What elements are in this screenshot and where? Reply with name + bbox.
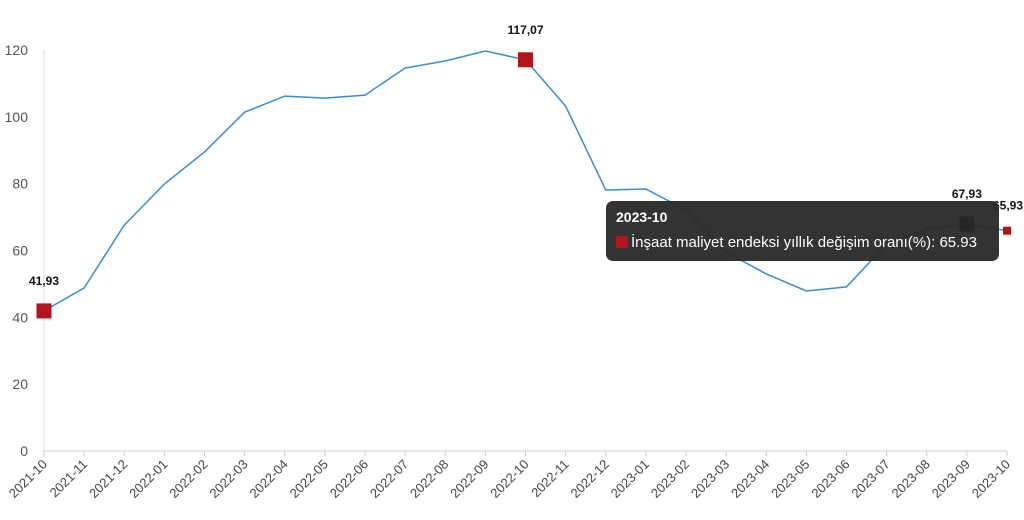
y-tick-label: 120 [5,42,29,58]
data-label: 65,93 [993,199,1023,213]
x-tick-label: 2023-10 [969,457,1013,501]
series-line [43,50,1008,312]
x-tick-label: 2021-10 [6,457,50,501]
highlight-marker [1003,226,1011,235]
x-tick-label: 2022-09 [447,457,491,501]
x-tick-label: 2022-12 [568,457,612,501]
data-label: 41,93 [29,274,59,288]
x-tick-label: 2022-05 [287,457,331,501]
data-label: 117,07 [507,23,543,37]
x-tick-label: 2022-10 [487,457,531,501]
x-tick-label: 2022-07 [367,457,411,501]
tooltip-row: İnşaat maliyet endeksi yıllık değişim or… [616,234,977,251]
y-tick-label: 60 [12,243,28,259]
x-tick-label: 2023-01 [608,457,652,501]
x-tick-label: 2023-06 [808,457,852,501]
x-tick-label: 2023-08 [889,457,933,501]
y-tick-label: 100 [5,109,29,125]
y-tick-label: 0 [20,443,28,459]
x-tick-label: 2022-11 [528,457,572,501]
x-tick-label: 2022-01 [126,457,170,501]
x-tick-label: 2023-04 [728,457,772,501]
x-tick-label: 2023-09 [929,457,973,501]
highlight-marker [518,52,533,68]
tooltip-title: 2023-10 [616,209,668,225]
x-tick-label: 2023-02 [648,457,692,501]
y-tick-label: 80 [12,176,28,192]
x-tick-label: 2022-06 [327,457,371,501]
highlight-marker [36,303,52,319]
legend-swatch-icon [616,236,628,248]
x-tick-label: 2022-08 [407,457,451,501]
x-tick-label: 2022-02 [166,457,210,501]
y-tick-label: 20 [12,376,28,392]
x-tick-label: 2023-07 [848,457,892,501]
x-tick-label: 2022-04 [247,457,291,501]
x-tick-label: 2022-03 [206,457,250,501]
tooltip: 2023-10 İnşaat maliyet endeksi yıllık de… [606,201,999,261]
x-tick-label: 2023-05 [768,457,812,501]
y-tick-label: 40 [12,309,28,325]
x-tick-label: 2021-11 [47,457,91,501]
tooltip-value: İnşaat maliyet endeksi yıllık değişim or… [631,234,977,251]
x-tick-label: 2023-03 [688,457,732,501]
data-label: 67,93 [952,187,982,201]
x-tick-label: 2021-12 [86,457,130,501]
